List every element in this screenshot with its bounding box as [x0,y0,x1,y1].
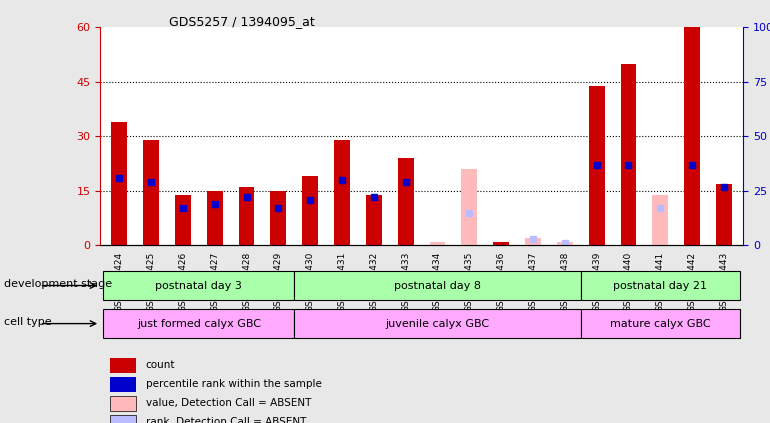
Text: mature calyx GBC: mature calyx GBC [610,319,711,329]
Bar [109,357,136,373]
Bar [581,271,740,300]
Bar [294,309,581,338]
Bar [494,242,509,245]
Bar [557,242,573,245]
Bar [430,242,446,245]
Text: value, Detection Call = ABSENT: value, Detection Call = ABSENT [146,398,311,408]
Bar [652,195,668,245]
Text: postnatal day 8: postnatal day 8 [394,280,481,291]
Bar [589,85,604,245]
Bar [334,140,350,245]
Bar [109,376,136,392]
Text: count: count [146,360,176,370]
Text: rank, Detection Call = ABSENT: rank, Detection Call = ABSENT [146,417,306,423]
Bar [103,309,294,338]
Bar [294,271,581,300]
Bar [302,176,318,245]
Bar [103,271,294,300]
Bar [366,195,382,245]
Text: GDS5257 / 1394095_at: GDS5257 / 1394095_at [169,15,315,28]
Text: just formed calyx GBC: just formed calyx GBC [137,319,261,329]
Text: postnatal day 3: postnatal day 3 [156,280,243,291]
Text: postnatal day 21: postnatal day 21 [613,280,708,291]
Bar [270,191,286,245]
Bar [685,27,700,245]
Text: cell type: cell type [4,317,52,327]
Bar [206,191,223,245]
Bar [716,184,732,245]
Bar [111,122,127,245]
Text: development stage: development stage [4,279,112,289]
Bar [109,396,136,411]
Bar [143,140,159,245]
Bar [239,187,254,245]
Text: percentile rank within the sample: percentile rank within the sample [146,379,322,389]
Bar [461,169,477,245]
Bar [525,238,541,245]
Bar [109,415,136,423]
Bar [621,64,637,245]
Text: juvenile calyx GBC: juvenile calyx GBC [386,319,490,329]
Bar [397,158,413,245]
Bar [175,195,191,245]
Bar [581,309,740,338]
